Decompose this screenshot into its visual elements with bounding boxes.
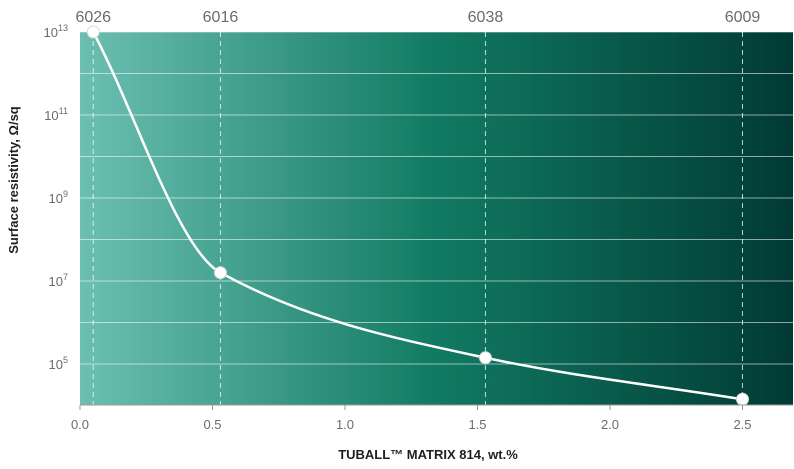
grade-label: 6009 — [725, 9, 761, 26]
x-tick-label: 2.5 — [733, 417, 751, 432]
grade-labels: 6026 6016 6038 6009 — [75, 9, 760, 26]
y-tick-label: 107 — [49, 272, 68, 289]
grade-label: 6026 — [75, 9, 111, 26]
y-tick-label: 1011 — [44, 106, 68, 123]
data-point — [86, 25, 100, 39]
grade-label: 6016 — [203, 9, 239, 26]
x-tick-label: 1.5 — [468, 417, 486, 432]
grade-label: 6038 — [468, 9, 504, 26]
y-tick-label: 109 — [49, 189, 68, 206]
x-tick-label: 0.0 — [71, 417, 89, 432]
x-tick-label: 0.5 — [203, 417, 221, 432]
y-tick-label: 105 — [49, 355, 68, 372]
plot-area — [80, 32, 793, 405]
y-axis-title: Surface resistivity, Ω/sq — [6, 106, 21, 254]
data-point — [736, 392, 749, 406]
y-tick-label: 1013 — [44, 23, 68, 40]
gridlines — [80, 31, 793, 365]
resistivity-curve — [92, 30, 744, 401]
data-point — [478, 351, 492, 365]
data-point — [213, 266, 227, 280]
grade-guides — [92, 32, 743, 405]
x-axis-ticks: 0.0 0.5 1.0 1.5 2.0 2.5 — [71, 405, 752, 432]
data-points — [86, 25, 749, 406]
y-axis-ticks: 1013 1011 109 107 105 — [44, 23, 68, 372]
x-tick-label: 2.0 — [601, 417, 619, 432]
x-axis-title: TUBALL™ MATRIX 814, wt.% — [338, 447, 518, 462]
x-tick-label: 1.0 — [336, 417, 354, 432]
